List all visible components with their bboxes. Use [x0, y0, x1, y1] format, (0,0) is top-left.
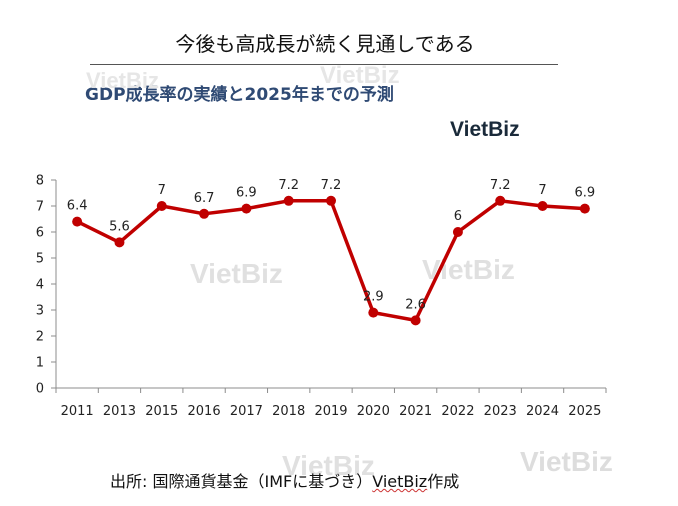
data-point: [326, 195, 336, 206]
data-label: 6.9: [236, 186, 257, 201]
data-label: 6.7: [194, 191, 215, 206]
data-label: 7: [538, 183, 546, 198]
y-tick-label: 8: [36, 174, 44, 189]
y-tick-label: 2: [36, 330, 44, 345]
y-tick-label: 0: [36, 382, 44, 397]
x-tick-label: 2011: [61, 404, 94, 419]
source-suffix: 作成: [427, 472, 460, 491]
watermark-logo: VietBiz: [520, 446, 613, 477]
data-point: [452, 227, 463, 237]
data-point: [72, 216, 83, 227]
source-prefix: 出所: 国際通貨基金（IMFに基づき）: [110, 472, 373, 491]
data-label: 5.6: [109, 219, 130, 234]
data-point: [579, 203, 590, 214]
data-label: 7: [158, 183, 166, 198]
data-point: [495, 195, 506, 206]
data-label: 6.4: [67, 199, 88, 214]
x-tick-label: 2025: [568, 404, 601, 419]
x-tick-label: 2017: [230, 404, 263, 419]
data-label: 7.2: [490, 178, 511, 193]
data-label: 7.2: [278, 178, 299, 193]
x-tick-label: 2015: [145, 404, 178, 419]
y-tick-label: 3: [36, 304, 44, 319]
data-point: [283, 195, 294, 206]
x-tick-label: 2024: [526, 404, 559, 419]
chart-title: GDP成長率の実績と2025年までの予測: [85, 85, 394, 105]
data-point: [156, 201, 167, 211]
source-note: 出所: 国際通貨基金（IMFに基づき）VietBiz作成: [110, 468, 459, 492]
y-tick-label: 5: [36, 252, 44, 267]
x-tick-label: 2018: [272, 404, 305, 419]
data-point: [114, 237, 125, 248]
x-tick-label: 2016: [188, 404, 221, 419]
y-tick-label: 7: [36, 200, 44, 215]
y-axis: 0 1 2 3 4 5 6 7 8: [36, 174, 57, 397]
data-label: 2.9: [363, 290, 384, 305]
watermark-logo: VietBiz: [320, 62, 400, 89]
series-gdp-growth: 6.4 5.6 7 6.7 6.9 7.2 7.2 2.9 2.6 6 7.2 7 6.9: [67, 178, 595, 326]
x-tick-label: 2013: [103, 404, 136, 419]
page-title: 今後も高成長が続く見通しである: [175, 32, 475, 56]
data-point: [368, 307, 379, 318]
data-point: [410, 315, 421, 326]
title-divider: [90, 64, 558, 65]
y-tick-label: 4: [36, 278, 44, 293]
x-tick-label: 2019: [314, 404, 347, 419]
y-tick-label: 6: [36, 226, 44, 241]
data-point: [199, 208, 210, 219]
watermark-logo: VietBiz: [86, 68, 159, 93]
y-tick-label: 1: [36, 356, 44, 371]
watermark-logo: VietBiz: [282, 450, 375, 481]
x-axis: 2011 2013 2015 2016 2017 2018 2019 2020 2021 2022…: [55, 387, 607, 419]
data-label: 6.9: [575, 186, 596, 201]
watermark-logo: VietBiz: [422, 254, 515, 285]
data-label: 6: [454, 209, 462, 224]
source-brand: VietBiz: [372, 472, 428, 491]
x-tick-label: 2022: [441, 404, 474, 419]
x-tick-label: 2021: [399, 404, 432, 419]
data-label: 2.6: [405, 297, 426, 312]
data-point: [241, 203, 252, 214]
data-point: [537, 201, 548, 211]
x-tick-label: 2020: [357, 404, 390, 419]
series-line: [75, 199, 587, 323]
x-tick-label: 2023: [484, 404, 517, 419]
watermark-logo: VietBiz: [190, 258, 283, 289]
data-label: 7.2: [321, 178, 342, 193]
brand-logo: VietBiz: [450, 118, 520, 141]
